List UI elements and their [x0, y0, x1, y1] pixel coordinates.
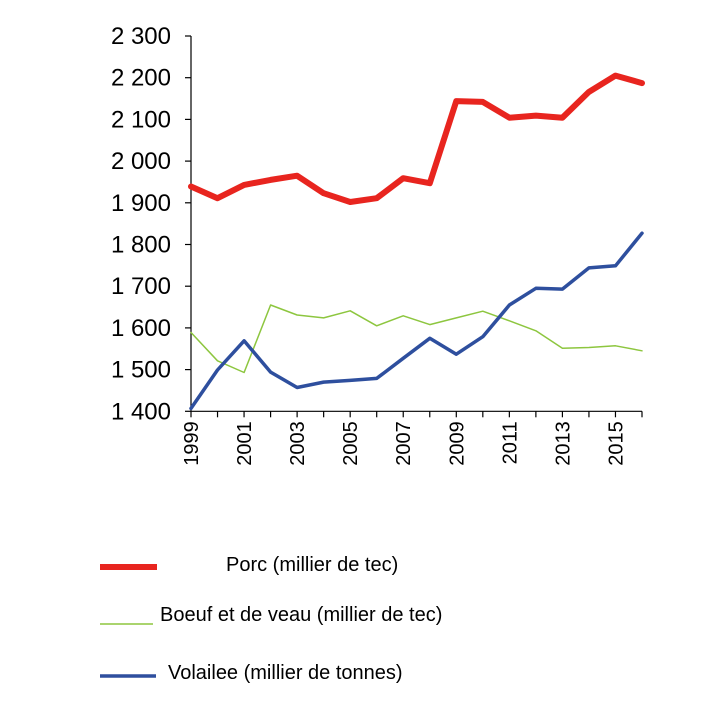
series-line-2: [189, 231, 644, 411]
y-tick-label: 2 300: [111, 23, 171, 50]
legend-label-volailee: Volailee (millier de tonnes): [168, 662, 403, 684]
x-tick-label: 2007: [393, 421, 415, 466]
x-tick-label: 2013: [552, 421, 574, 466]
y-tick-label: 1 600: [111, 315, 171, 342]
y-tick-label: 2 200: [111, 65, 171, 92]
series-lines: [188, 72, 645, 411]
x-tick-label: 2015: [605, 421, 627, 466]
legend-label-porc: Porc (millier de tec): [226, 554, 398, 576]
series-line-1: [190, 304, 643, 374]
legend-label-boeuf: Boeuf et de veau (millier de tec): [160, 604, 442, 626]
y-tick-label: 1 500: [111, 357, 171, 384]
series-line-0: [188, 72, 645, 205]
y-tick-label: 2 000: [111, 148, 171, 175]
x-tick-label: 2011: [499, 421, 521, 464]
y-tick-label: 1 800: [111, 232, 171, 259]
legend: Porc (millier de tec) Boeuf et de veau (…: [100, 554, 442, 684]
y-tick-label: 2 100: [111, 106, 171, 133]
y-tick-label: 1 900: [111, 190, 171, 217]
axes: 1 400 1 500 1 600 1 700 1 800 1 900 2 000 2 100…: [111, 23, 643, 466]
x-tick-label: 2001: [234, 421, 256, 466]
x-tick-label: 2005: [340, 421, 362, 466]
y-tick-label: 1 700: [111, 273, 171, 300]
x-tick-label: 2009: [446, 421, 468, 466]
y-tick-label: 1 400: [111, 398, 171, 425]
x-tick-label: 1999: [181, 421, 203, 466]
x-tick-label: 2003: [287, 421, 309, 466]
